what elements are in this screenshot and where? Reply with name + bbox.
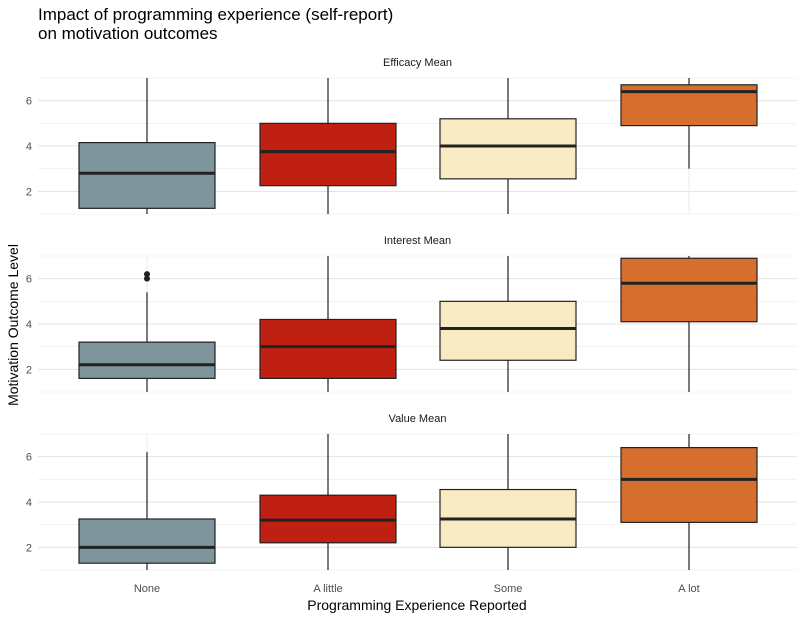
y-tick-label: 2 (26, 364, 32, 376)
box-iqr (78, 142, 216, 209)
y-tick-label: 6 (26, 96, 32, 108)
boxplot (259, 78, 397, 214)
boxplot (78, 452, 216, 570)
boxplot (620, 434, 758, 570)
box-iqr (78, 518, 216, 564)
y-tick-label: 4 (26, 319, 32, 331)
box-iqr (620, 447, 758, 524)
box-iqr (439, 300, 577, 361)
facet-panel: Value Mean 2 4 6 (26, 413, 797, 571)
boxplot (620, 78, 758, 169)
box-iqr (78, 341, 216, 379)
y-tick-label: 2 (26, 542, 32, 554)
box-iqr (620, 257, 758, 323)
y-tick-label: 4 (26, 497, 32, 509)
boxplot (439, 434, 577, 570)
box-iqr (259, 122, 397, 187)
facet-strip-label: Interest Mean (384, 235, 451, 247)
outlier-point (144, 275, 150, 282)
y-tick-label: 2 (26, 186, 32, 198)
facet-panel: Interest Mean 2 4 6 (26, 235, 797, 393)
y-tick-label: 4 (26, 141, 32, 153)
chart-title-line-2: on motivation outcomes (38, 24, 218, 43)
y-axis-title: Motivation Outcome Level (5, 244, 21, 406)
boxplot (78, 271, 216, 392)
boxplot (620, 256, 758, 392)
x-tick-label: None (134, 583, 160, 595)
x-tick-label: A little (313, 583, 342, 595)
y-tick-label: 6 (26, 274, 32, 286)
boxplot (78, 78, 216, 214)
boxplot (259, 256, 397, 392)
facet-strip-label: Value Mean (389, 413, 447, 425)
facet-panel: Efficacy Mean 2 4 6 (26, 57, 797, 215)
boxplot (439, 256, 577, 392)
outlier-point (144, 271, 150, 278)
x-tick-label: Some (494, 583, 523, 595)
x-axis-title: Programming Experience Reported (307, 597, 526, 613)
box-iqr (259, 318, 397, 380)
boxplot (439, 78, 577, 214)
box-iqr (439, 118, 577, 180)
chart-title-line-1: Impact of programming experience (self-r… (38, 5, 393, 24)
facet-strip-label: Efficacy Mean (383, 57, 452, 69)
boxplot (259, 434, 397, 570)
y-tick-label: 6 (26, 452, 32, 464)
x-tick-label: A lot (678, 583, 699, 595)
